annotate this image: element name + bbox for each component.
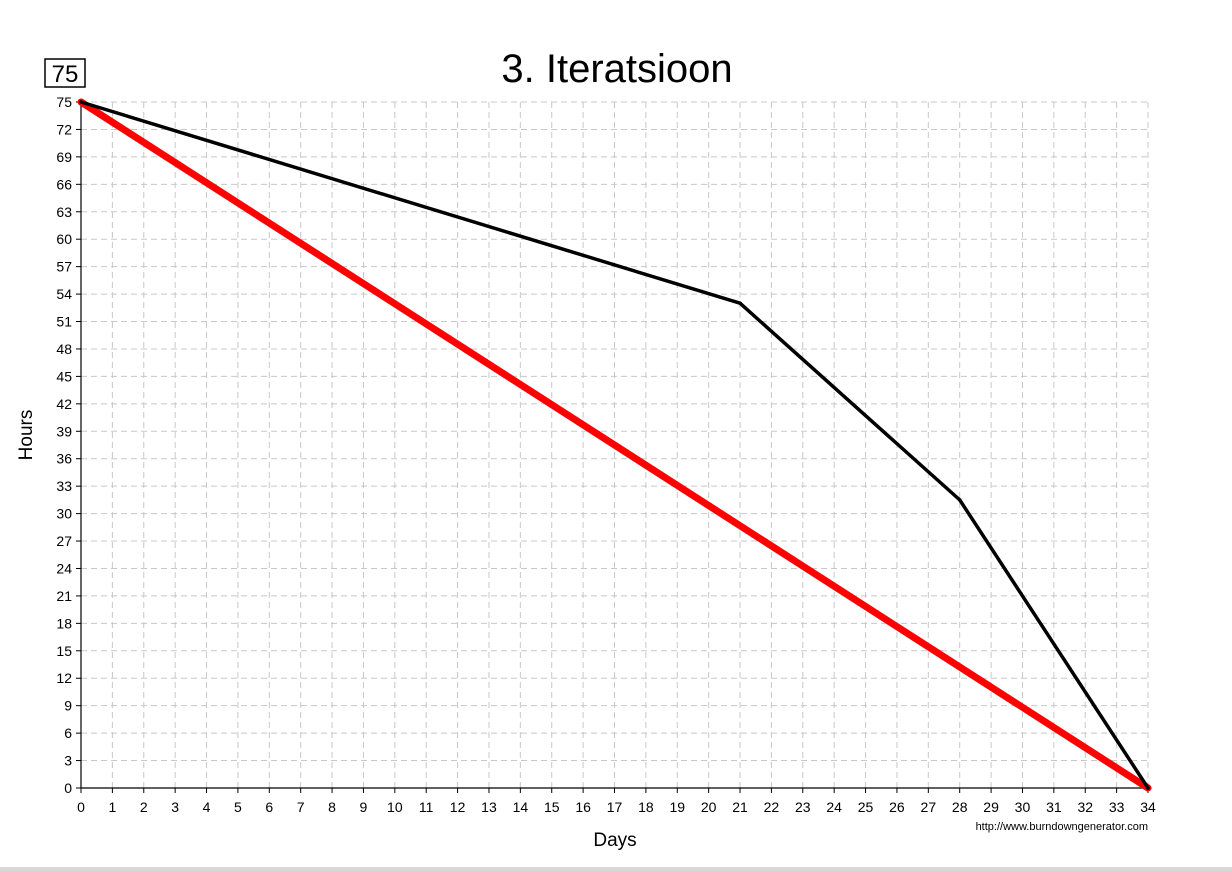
page-bottom-rule — [0, 867, 1232, 871]
y-tick-label: 15 — [56, 643, 72, 659]
x-tick-label: 30 — [1015, 799, 1031, 815]
chart-title: 3. Iteratsioon — [501, 47, 732, 91]
x-tick-label: 14 — [513, 799, 529, 815]
y-tick-labels: 0369121518212427303336394245485154576063… — [56, 94, 72, 796]
actual-data-point — [79, 100, 83, 104]
x-tick-label: 3 — [171, 799, 179, 815]
y-tick-label: 36 — [56, 451, 72, 467]
actual-data-point — [738, 301, 742, 306]
x-tick-label: 10 — [387, 799, 403, 815]
y-tick-label: 72 — [56, 121, 72, 137]
x-tick-label: 21 — [732, 799, 748, 815]
x-tick-label: 18 — [638, 799, 654, 815]
x-tick-label: 9 — [360, 799, 368, 815]
x-tick-label: 11 — [419, 799, 434, 815]
x-tick-labels: 0 1 2 3 4 5 6 7 8 9 10 11 12 13 14 15 16 17 18 19 20 21 22 23 24… — [77, 799, 1156, 815]
y-tick-label: 63 — [56, 204, 72, 220]
actual-data-point — [957, 498, 962, 502]
y-axis-label: Hours — [16, 410, 37, 461]
y-tick-label: 27 — [56, 533, 72, 549]
axes — [76, 101, 1149, 793]
x-tick-label: 2 — [140, 799, 148, 815]
x-tick-label: 12 — [450, 799, 466, 815]
y-tick-label: 54 — [56, 286, 72, 302]
y-tick-label: 75 — [56, 94, 72, 110]
y-tick-label: 33 — [56, 478, 72, 494]
total-hours-label: 75 — [52, 61, 79, 88]
x-tick-label: 16 — [575, 799, 591, 815]
x-tick-label: 4 — [203, 799, 211, 815]
x-tick-label: 22 — [764, 799, 780, 815]
x-tick-label: 24 — [826, 799, 842, 815]
x-tick-label: 8 — [328, 799, 336, 815]
actual-burndown-line — [79, 100, 1150, 790]
x-tick-label: 0 — [77, 799, 85, 815]
y-tick-label: 51 — [56, 314, 72, 330]
series-lines — [77, 98, 1152, 792]
y-tick-label: 42 — [56, 396, 72, 412]
x-tick-label: 25 — [858, 799, 874, 815]
x-tick-label: 29 — [983, 799, 999, 815]
y-tick-label: 60 — [56, 231, 72, 247]
y-tick-label: 24 — [56, 560, 72, 576]
x-tick-label: 7 — [297, 799, 305, 815]
y-tick-label: 66 — [56, 176, 72, 192]
y-tick-label: 48 — [56, 341, 72, 357]
x-tick-label: 33 — [1109, 799, 1125, 815]
y-tick-label: 21 — [56, 588, 72, 604]
x-tick-label: 13 — [481, 799, 497, 815]
total-hours-frame — [44, 58, 86, 88]
x-tick-label: 26 — [889, 799, 905, 815]
y-tick-label: 57 — [56, 259, 72, 275]
x-tick-label: 6 — [265, 799, 273, 815]
y-tick-label: 0 — [64, 780, 72, 796]
ideal-burndown-line — [77, 98, 1152, 792]
x-tick-label: 15 — [544, 799, 560, 815]
x-axis-label: Days — [593, 830, 636, 851]
x-tick-label: 32 — [1077, 799, 1093, 815]
actual-data-point — [1146, 786, 1150, 790]
x-tick-label: 19 — [669, 799, 685, 815]
x-tick-label: 34 — [1140, 799, 1156, 815]
x-tick-label: 28 — [952, 799, 968, 815]
x-tick-label: 20 — [701, 799, 717, 815]
y-tick-label: 69 — [56, 149, 72, 165]
credit-link: http://www.burndowngenerator.com — [976, 821, 1148, 833]
y-tick-label: 30 — [56, 506, 72, 522]
y-tick-label: 45 — [56, 368, 72, 384]
x-tick-label: 1 — [108, 799, 116, 815]
x-tick-label: 31 — [1046, 799, 1062, 815]
y-tick-label: 12 — [56, 670, 72, 686]
x-tick-label: 17 — [607, 799, 623, 815]
x-tick-label: 5 — [234, 799, 242, 815]
x-tick-label: 23 — [795, 799, 811, 815]
x-tick-label: 27 — [921, 799, 937, 815]
y-tick-label: 3 — [64, 753, 72, 769]
y-tick-label: 39 — [56, 423, 72, 439]
y-tick-label: 6 — [64, 725, 72, 741]
y-tick-label: 9 — [64, 698, 72, 714]
y-tick-label: 18 — [56, 615, 72, 631]
total-hours-box: 75 — [44, 58, 86, 88]
